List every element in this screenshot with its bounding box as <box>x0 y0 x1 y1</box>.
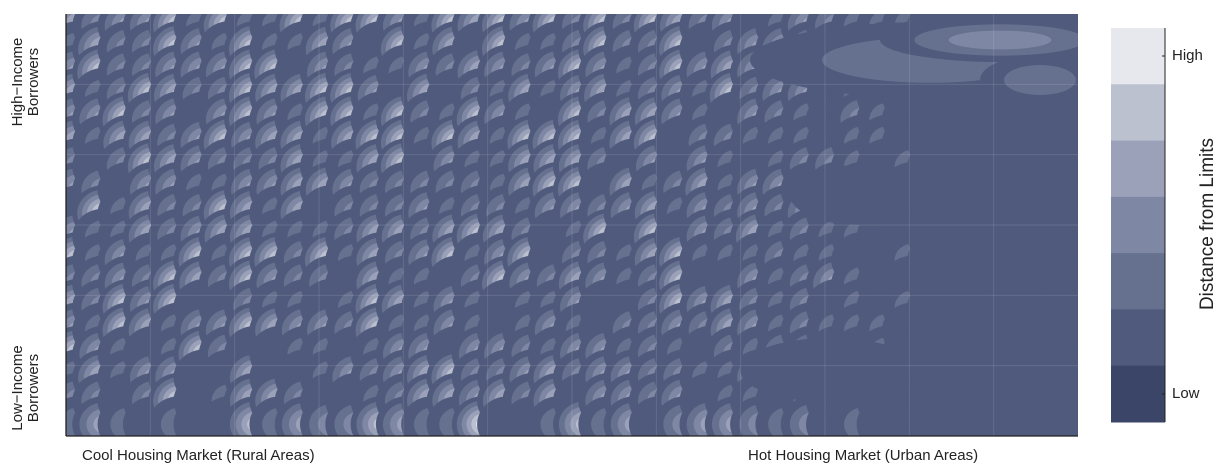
contour-cell-2078 <box>1033 396 1078 436</box>
colorbar-level-6 <box>1111 28 1165 85</box>
contour-regions <box>66 14 1078 436</box>
y-label-low-line2: Borrowers <box>25 353 42 423</box>
x-label-cool-market: Cool Housing Market (Rural Areas) <box>82 447 315 464</box>
colorbar-level-1 <box>1111 309 1165 367</box>
grid-lines <box>66 14 1078 436</box>
colorbar <box>1111 28 1165 423</box>
contour-cell-2085 <box>948 30 1052 50</box>
contour-field <box>66 14 1078 436</box>
y-label-low-income: Low−Income Borrowers <box>9 345 42 431</box>
x-label-hot-market: Hot Housing Market (Urban Areas) <box>748 447 979 464</box>
contour-cell-2087 <box>1004 65 1076 95</box>
y-label-high-line2: Borrowers <box>25 47 42 117</box>
colorbar-level-3 <box>1111 196 1165 254</box>
colorbar-level-5 <box>1111 84 1165 142</box>
colorbar-label-low: Low <box>1172 385 1200 402</box>
y-label-high-income: High−Income Borrowers <box>9 37 42 127</box>
colorbar-level-2 <box>1111 253 1165 310</box>
colorbar-label-high: High <box>1172 47 1203 64</box>
colorbar-level-0 <box>1111 365 1165 423</box>
colorbar-title: Distance from Limits <box>1197 137 1218 311</box>
contour-cell-2081 <box>790 165 930 225</box>
colorbar-level-4 <box>1111 140 1165 198</box>
y-label-high-line1: High−Income <box>9 37 26 127</box>
contour-cell-2082 <box>740 338 920 402</box>
y-label-low-line1: Low−Income <box>9 345 26 431</box>
